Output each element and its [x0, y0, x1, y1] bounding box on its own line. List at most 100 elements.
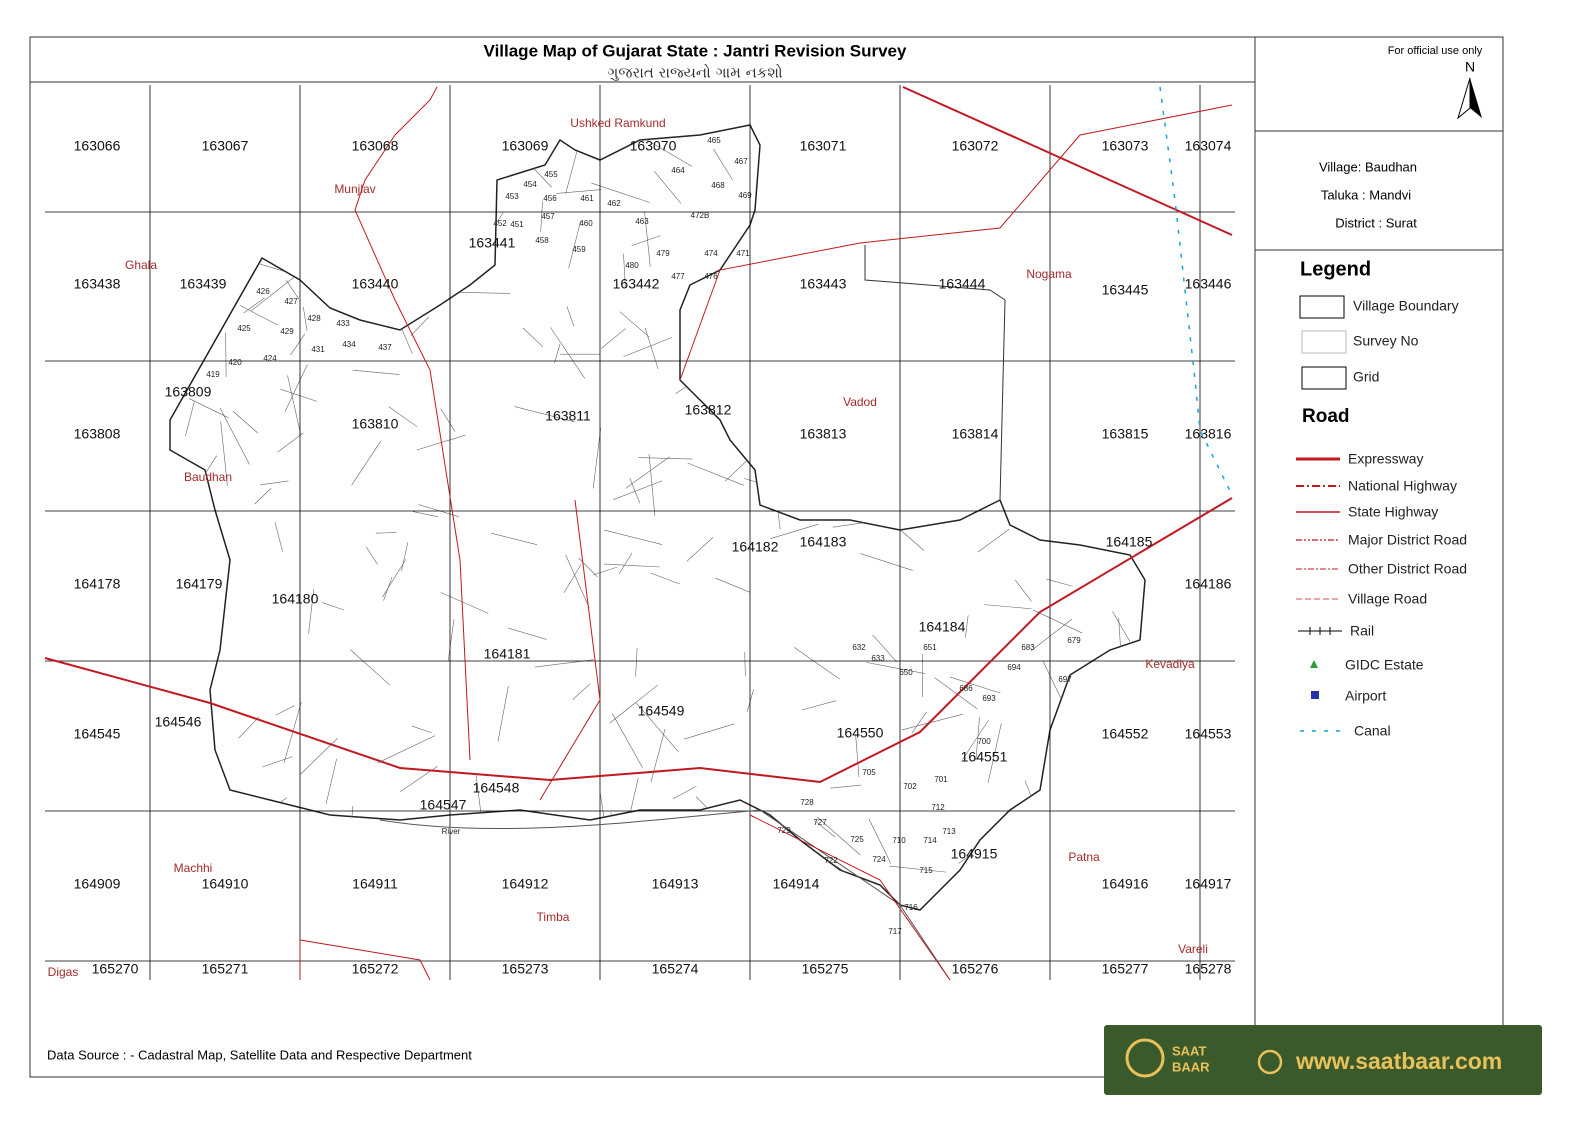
village-name: Baudhan: [184, 470, 232, 484]
survey-number: 434: [342, 340, 356, 349]
survey-number: 471: [736, 249, 750, 258]
survey-number: 714: [923, 836, 937, 845]
parcel-line: [1073, 390, 1100, 426]
parcel-line: [1125, 270, 1144, 278]
parcel-line: [681, 307, 737, 326]
parcel-line: [411, 317, 429, 336]
grid-number: 164915: [951, 846, 998, 862]
official-note: For official use only: [1388, 45, 1483, 57]
parcel-line: [961, 908, 982, 928]
grid-number: 163439: [180, 276, 227, 292]
brand-url[interactable]: www.saatbaar.com: [1295, 1048, 1502, 1074]
parcel-line: [782, 198, 789, 222]
survey-number: 461: [580, 194, 594, 203]
parcel-line: [601, 329, 625, 349]
parcel-line: [275, 522, 283, 551]
grid-number: 165273: [502, 961, 549, 977]
survey-number: 693: [982, 694, 996, 703]
parcel-line: [400, 325, 412, 354]
survey-number: 452: [493, 219, 507, 228]
village-info: Village: Baudhan: [1319, 159, 1417, 174]
parcel-line: [1096, 467, 1142, 474]
survey-number: 701: [934, 775, 948, 784]
survey-number: 479: [656, 249, 670, 258]
parcel-line: [278, 433, 304, 452]
legend-label: Canal: [1354, 723, 1391, 739]
parcel-line: [681, 912, 705, 964]
parcel-line: [441, 592, 489, 613]
parcel-line: [1015, 580, 1031, 601]
parcel-line: [557, 190, 602, 194]
taluka-info: Taluka : Mandvi: [1321, 187, 1411, 202]
parcel-line: [748, 455, 783, 498]
survey-number: 716: [904, 903, 918, 912]
parcel-line: [1119, 836, 1140, 854]
parcel-line: [566, 139, 581, 194]
grid-number: 164546: [155, 714, 202, 730]
parcel-line: [620, 312, 650, 338]
parcel-line: [860, 554, 912, 571]
north-label: N: [1465, 59, 1475, 75]
parcel-line: [162, 903, 174, 932]
parcel-line: [1131, 495, 1189, 499]
survey-number: 712: [931, 803, 945, 812]
parcel-line: [436, 889, 441, 916]
parcel-line: [594, 567, 618, 575]
grid-number: 163438: [74, 276, 121, 292]
survey-number: 455: [544, 170, 558, 179]
grid-number: 164180: [272, 591, 319, 607]
grid-number: 163814: [952, 426, 999, 442]
parcel-line: [1006, 286, 1059, 297]
survey-number: 724: [872, 855, 886, 864]
parcel-line: [185, 402, 194, 436]
district-info: District : Surat: [1335, 215, 1417, 230]
parcel-line: [766, 306, 807, 308]
survey-number: 632: [852, 643, 866, 652]
village-name: Vareli: [1178, 942, 1208, 956]
parcel-line: [749, 317, 787, 350]
survey-number: 429: [280, 327, 294, 336]
parcel-line: [1024, 167, 1039, 192]
parcel-line: [1031, 619, 1072, 651]
village-name: Vadod: [843, 395, 877, 409]
parcel-line: [1112, 611, 1130, 641]
legend-symbol: [1302, 367, 1346, 389]
survey-number: 451: [510, 220, 524, 229]
survey-number: 694: [1007, 663, 1021, 672]
survey-number: 469: [738, 191, 752, 200]
legend-label: Other District Road: [1348, 561, 1467, 577]
parcel-line: [687, 537, 713, 561]
survey-number: 424: [263, 354, 277, 363]
village-name: Patna: [1068, 850, 1100, 864]
village-name: Munjlav: [334, 182, 375, 196]
legend-symbol: [1300, 296, 1344, 318]
parcel-line: [1054, 370, 1101, 388]
grid-number: 164545: [74, 726, 121, 742]
parcel-line: [645, 328, 658, 369]
parcel-line: [255, 488, 272, 504]
parcel-line: [189, 399, 228, 418]
parcel-line: [573, 684, 591, 700]
parcel-line: [745, 652, 746, 676]
grid-number: 164547: [420, 797, 467, 813]
parcel-line: [1020, 457, 1040, 509]
survey-number: 705: [862, 768, 876, 777]
survey-number: 433: [336, 319, 350, 328]
survey-number: 460: [579, 219, 593, 228]
survey-number: 437: [378, 343, 392, 352]
survey-number: 683: [1021, 643, 1035, 652]
survey-number: 474: [704, 249, 718, 258]
grid-number: 163066: [74, 138, 121, 154]
parcel-line: [632, 236, 661, 246]
state-highway: [45, 498, 1232, 782]
parcel-line: [335, 160, 355, 165]
survey-number: 431: [311, 345, 325, 354]
village-name: Nogama: [1026, 267, 1072, 281]
parcel-line: [413, 865, 440, 923]
parcel-line: [1033, 610, 1082, 633]
legend-label: Expressway: [1348, 451, 1423, 467]
grid-number: 164550: [837, 725, 884, 741]
parcel-line: [244, 298, 265, 313]
parcel-line: [246, 826, 268, 832]
